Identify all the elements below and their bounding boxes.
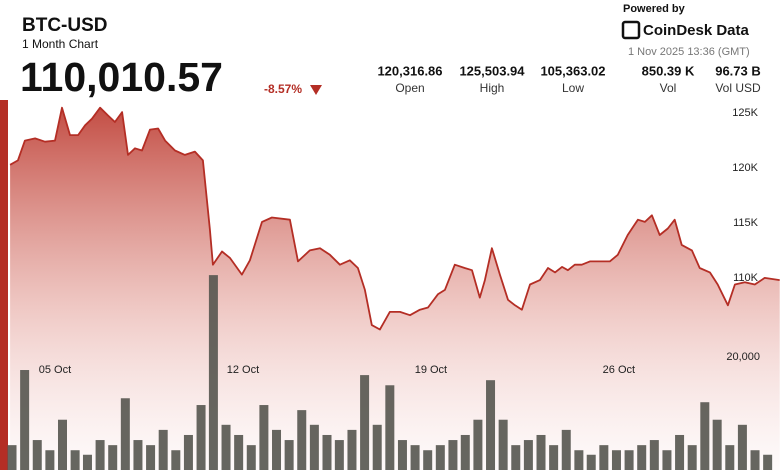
- volume-bar: [158, 429, 168, 470]
- volume-bar: [410, 445, 420, 470]
- plot: 110K 115K 120K 125K 20,000 05 Oct 12 Oct 19 Oct…: [7, 106, 780, 470]
- stat-label: Open: [395, 81, 424, 95]
- volume-bar: [272, 429, 282, 470]
- volume-bar: [511, 445, 521, 470]
- volume-bar: [372, 424, 382, 470]
- volume-bar: [120, 398, 130, 470]
- volume-bar: [586, 454, 596, 470]
- stat-label: Vol USD: [715, 81, 761, 95]
- volume-bar: [284, 440, 294, 470]
- price-area: [10, 107, 780, 470]
- volume-bar: [57, 419, 67, 470]
- volume-bar: [20, 370, 30, 470]
- volume-bar: [234, 434, 244, 470]
- stat-value: 96.73 B: [715, 63, 761, 78]
- volume-bar: [611, 450, 621, 470]
- y-tick-label: 120K: [732, 162, 758, 174]
- volume-bar: [486, 380, 496, 470]
- volume-bar: [183, 434, 193, 470]
- volume-bar: [360, 375, 370, 470]
- symbol: BTC-USD: [22, 15, 108, 36]
- y2-tick-label: 20,000: [726, 351, 760, 363]
- y-tick-label: 115K: [733, 217, 759, 229]
- timestamp: 1 Nov 2025 13:36 (GMT): [628, 46, 750, 58]
- volume-bar: [637, 445, 647, 470]
- volume-bar: [763, 454, 773, 470]
- volume-bar: [700, 402, 710, 470]
- volume-bar: [196, 405, 206, 470]
- price-line: [9, 106, 780, 331]
- price: 110,010.57: [20, 54, 223, 100]
- volume-bar: [460, 434, 470, 470]
- volume-bar: [246, 445, 256, 470]
- volume-bar: [397, 440, 407, 470]
- volume-bar: [737, 424, 747, 470]
- volume-bar: [599, 445, 609, 470]
- volume-bar: [334, 440, 344, 470]
- volume-bar: [108, 445, 118, 470]
- volume-bar: [70, 450, 80, 470]
- volume-bar: [649, 440, 659, 470]
- volume-bar: [423, 450, 433, 470]
- volume-bar: [574, 450, 584, 470]
- brand-logo: [621, 20, 641, 40]
- volume-bar: [95, 440, 105, 470]
- stat-value: 125,503.94: [459, 63, 525, 78]
- volume-bar: [662, 450, 672, 470]
- volume-bar: [146, 445, 156, 470]
- volume-bar: [473, 419, 483, 470]
- volume-bar: [750, 450, 760, 470]
- period: 1 Month Chart: [22, 37, 99, 51]
- stat-label: High: [480, 81, 505, 95]
- volume-bar: [347, 429, 357, 470]
- volume-bar: [171, 450, 181, 470]
- volume-bar: [523, 440, 533, 470]
- stat-value: 120,316.86: [377, 63, 442, 78]
- volume-bar: [435, 445, 445, 470]
- stat-value: 850.39 K: [642, 63, 695, 78]
- volume-bar: [498, 419, 508, 470]
- stat-label: Vol: [660, 81, 677, 95]
- x-tick-label: 19 Oct: [415, 364, 447, 376]
- volume-bar: [259, 405, 269, 470]
- volume-bar: [32, 440, 42, 470]
- volume-bar: [133, 440, 143, 470]
- volume-bar: [45, 450, 55, 470]
- change: -8.57%: [264, 82, 302, 96]
- volume-bar: [687, 445, 697, 470]
- y-tick-label: 125K: [732, 107, 758, 119]
- volume-bar: [221, 424, 231, 470]
- volume-bar: [322, 434, 332, 470]
- volume-bar: [561, 429, 571, 470]
- powered-by: Powered by: [623, 3, 686, 15]
- volume-bar: [549, 445, 559, 470]
- volume-bar: [712, 419, 722, 470]
- x-tick-label: 05 Oct: [39, 364, 71, 376]
- accent-strip: [0, 100, 8, 470]
- volume-bar: [725, 445, 735, 470]
- x-tick-label: 12 Oct: [227, 364, 259, 376]
- stat-label: Low: [562, 81, 584, 95]
- volume-bar: [624, 450, 634, 470]
- volume-bar: [385, 385, 395, 470]
- y-tick-label: 110K: [733, 272, 759, 284]
- stat-value: 105,363.02: [540, 63, 605, 78]
- volume-bar: [82, 454, 92, 470]
- volume-bar: [675, 434, 685, 470]
- volume-bar: [448, 440, 458, 470]
- volume-bar: [297, 410, 307, 470]
- volume-bar: [7, 445, 17, 470]
- x-tick-label: 26 Oct: [603, 364, 635, 376]
- volume-bar: [309, 424, 319, 470]
- down-arrow: [310, 85, 322, 95]
- volume-bar: [208, 275, 218, 470]
- brand: CoinDesk Data: [643, 22, 750, 39]
- volume-bar: [536, 434, 546, 470]
